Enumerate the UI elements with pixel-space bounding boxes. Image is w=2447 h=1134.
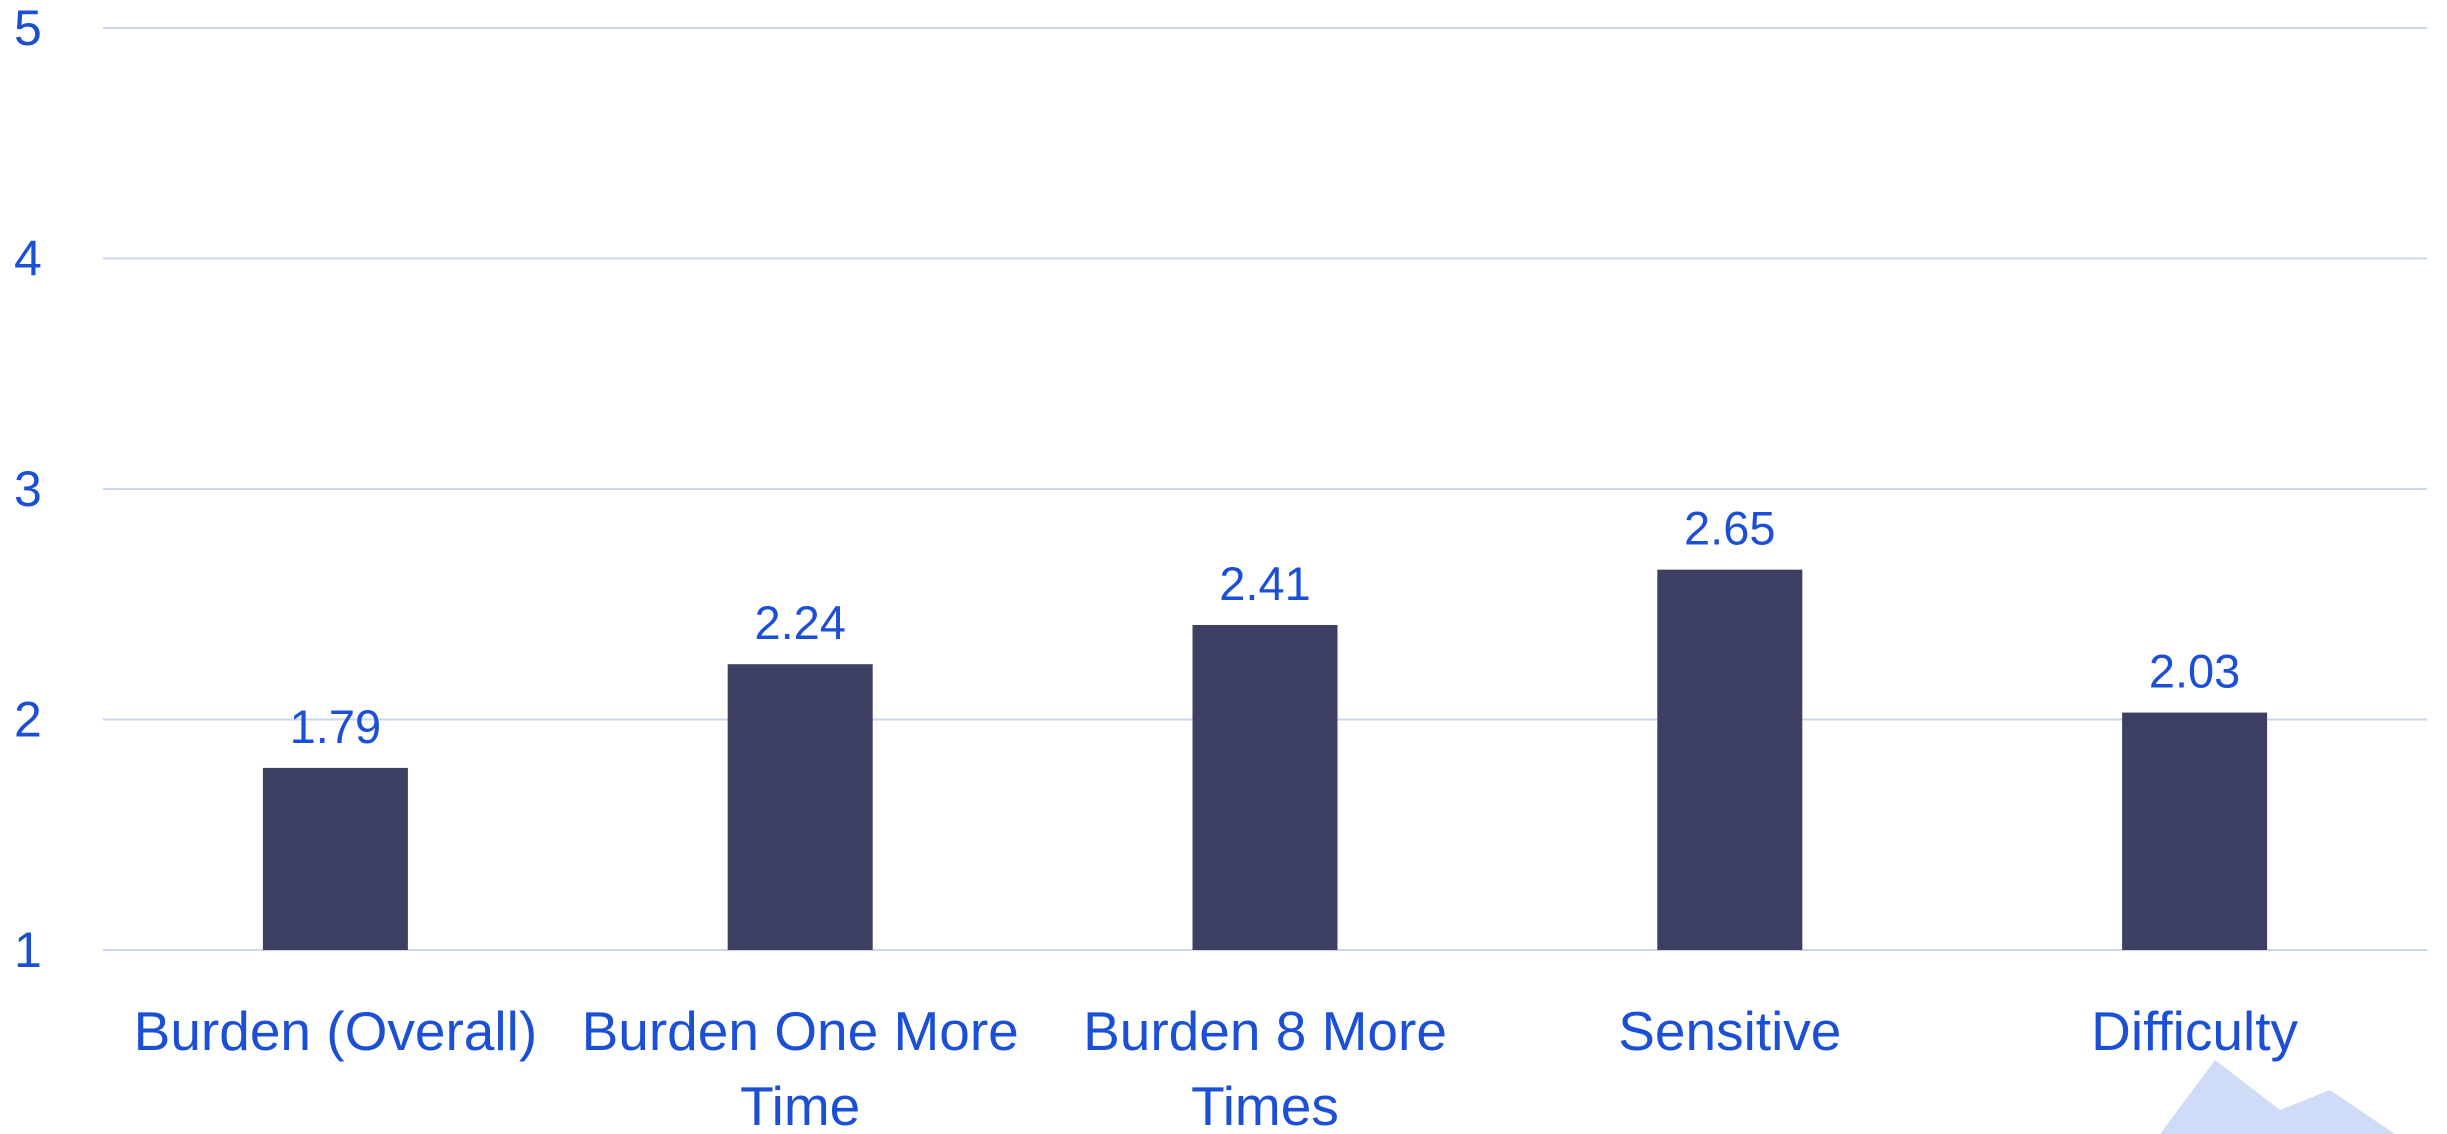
bar xyxy=(727,664,873,950)
bar xyxy=(1192,624,1338,950)
x-tick-label: Sensitive xyxy=(1618,1000,1841,1062)
value-label: 2.03 xyxy=(2149,645,2240,698)
value-label: 2.24 xyxy=(754,596,845,649)
value-label: 2.65 xyxy=(1684,502,1775,555)
y-tick-label: 4 xyxy=(14,231,42,287)
watermark xyxy=(2160,1060,2395,1134)
y-tick-label: 5 xyxy=(14,0,42,56)
bar xyxy=(1657,569,1803,950)
x-tick-label: Burden (Overall) xyxy=(134,1000,537,1062)
value-label: 2.41 xyxy=(1219,557,1310,610)
bar xyxy=(2122,712,2268,950)
x-tick-label: Burden One More Time xyxy=(582,1000,1019,1134)
x-tick-label: Difficulty xyxy=(2091,1000,2298,1062)
y-tick-label: 3 xyxy=(14,461,42,517)
y-tick-label: 2 xyxy=(14,692,42,748)
x-tick-label: Burden 8 More Times xyxy=(1083,1000,1447,1134)
y-tick-label: 1 xyxy=(14,922,42,978)
bar xyxy=(262,767,408,950)
value-label: 1.79 xyxy=(290,700,381,753)
